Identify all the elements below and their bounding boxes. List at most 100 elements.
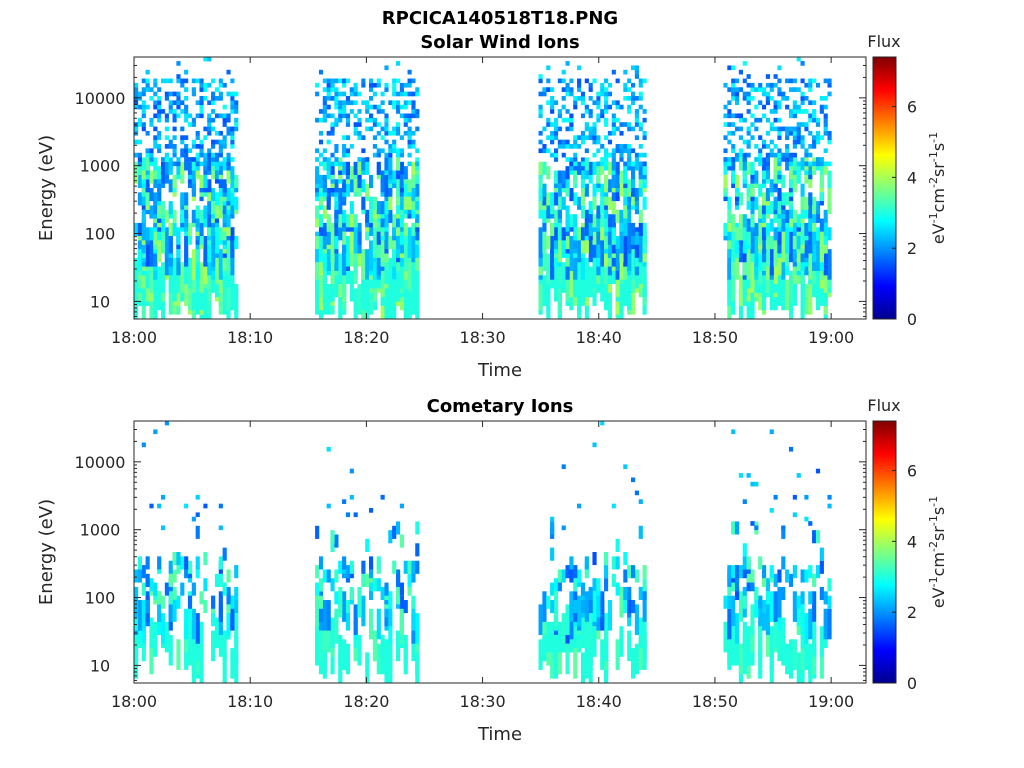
heatmap-cell [642,117,647,123]
heatmap-cell [796,161,801,175]
heatmap-cell [361,196,366,210]
heatmap-cell [361,279,366,311]
heatmap-cell [723,122,728,127]
heatmap-cell [369,608,374,640]
heatmap-cell [792,139,797,145]
heatmap-cell [561,525,566,531]
heatmap-cell [750,569,755,583]
heatmap-cell [565,126,570,132]
heatmap-cell [384,126,389,132]
heatmap-cell [727,196,732,210]
heatmap-cell [157,135,162,140]
heatmap-cell [369,578,374,592]
heatmap-cell [538,279,543,311]
heatmap-cell [342,244,347,276]
heatmap-cell [369,174,374,188]
heatmap-cell [342,109,347,114]
heatmap-cell [823,130,828,136]
heatmap-cell [588,266,593,298]
heatmap-cell [808,78,813,84]
heatmap-cell [149,227,154,241]
heatmap-cell [211,201,216,215]
heatmap-cell [781,525,786,539]
heatmap-cell [230,595,235,627]
heatmap-cell [342,100,347,106]
heatmap-cell [800,135,805,140]
heatmap-cell [611,113,616,119]
heatmap-cell [338,104,343,110]
heatmap-cell [553,126,559,132]
heatmap-cell [180,139,185,145]
heatmap-cell [630,565,636,579]
heatmap-cell [411,196,416,210]
heatmap-cell [395,192,401,206]
colorbar-tick-label: 4 [907,168,917,187]
heatmap-cell [403,196,408,210]
heatmap-cell [180,152,185,158]
heatmap-cell [334,117,339,123]
heatmap-cell [326,130,331,136]
heatmap-cell [769,87,774,92]
heatmap-cell [550,222,555,237]
heatmap-cell [330,161,335,175]
heatmap-cell [777,87,782,92]
heatmap-cell [322,222,327,237]
heatmap-cell [769,126,774,132]
heatmap-cell [827,91,832,97]
heatmap-cell [226,600,231,614]
heatmap-cell [746,91,751,97]
heatmap-cell [557,126,562,132]
heatmap-cell [199,87,204,92]
heatmap-cell [808,231,813,245]
heatmap-cell [141,113,146,119]
heatmap-cell [604,135,609,140]
heatmap-cell [392,236,397,250]
x-tick-label: 18:40 [576,692,622,711]
heatmap-cell [823,161,828,175]
heatmap-cell [411,113,416,119]
heatmap-cell [758,135,763,140]
heatmap-cell [604,91,609,97]
heatmap-cell [819,161,824,167]
heatmap-cell [326,284,331,315]
heatmap-cell [604,253,609,285]
heatmap-cell [607,284,613,315]
heatmap-cell [735,565,740,579]
unit-s-exp: -1 [927,496,940,507]
heatmap-cell [365,573,370,587]
heatmap-cell [176,96,181,101]
heatmap-cell [230,227,235,258]
heatmap-cell [415,643,420,675]
heatmap-cell [222,157,227,162]
heatmap-cell [195,135,200,140]
heatmap-cell [149,188,154,202]
heatmap-cell [781,192,786,206]
heatmap-cell [326,196,331,210]
heatmap-cell [781,96,786,101]
heatmap-cell [765,231,770,245]
heatmap-cell [326,157,331,171]
heatmap-cell [211,96,216,101]
heatmap-cell [815,240,821,271]
heatmap-cell [588,209,593,223]
heatmap-cell [785,192,790,206]
heatmap-cell [592,135,597,140]
heatmap-cell [623,69,628,75]
heatmap-cell [538,174,543,188]
heatmap-cell [345,565,351,579]
heatmap-cell [800,639,805,670]
heatmap-cell [180,78,185,84]
heatmap-cell [553,253,559,285]
heatmap-cell [411,78,416,84]
heatmap-cell [553,270,559,302]
heatmap-cell [584,135,589,140]
heatmap-cell [765,91,770,97]
heatmap-cell [199,109,204,114]
heatmap-cell [796,57,801,62]
heatmap-cell [199,139,204,145]
heatmap-cell [538,130,543,136]
heatmap-cell [634,96,639,101]
heatmap-cell [746,183,751,197]
heatmap-cell [731,231,736,263]
heatmap-cell [234,652,239,683]
